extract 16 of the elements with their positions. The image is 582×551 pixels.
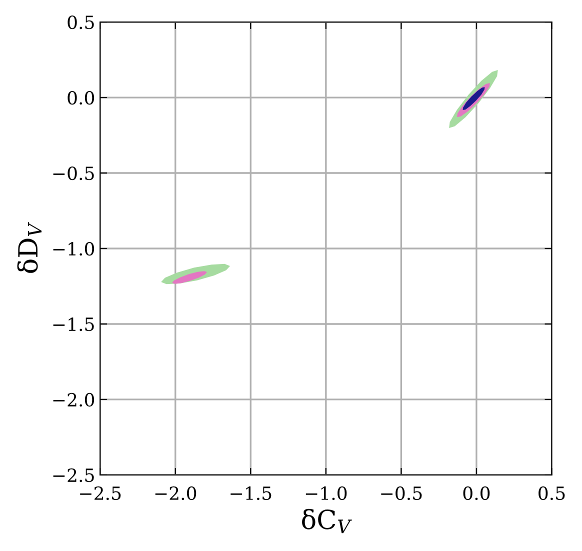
x-axis-title: δC$_{V}$: [302, 508, 352, 534]
x-tick-label: 0.0: [463, 486, 490, 500]
x-tick-label: −2.0: [155, 486, 196, 500]
x-tick-label: −0.5: [381, 486, 422, 500]
y-tick-label: 0.5: [68, 16, 94, 30]
x-tick-label: −2.5: [80, 486, 121, 500]
x-tick-label: −1.5: [230, 486, 272, 500]
y-tick-label: −2.5: [53, 468, 94, 482]
y-tick-label: −0.5: [53, 166, 94, 180]
x-tick-label: −1.0: [306, 486, 347, 500]
y-tick-label: 0.0: [68, 90, 94, 105]
y-tick-label: −1.0: [53, 242, 94, 256]
x-tick-label: 0.5: [538, 486, 565, 500]
y-tick-label: −1.5: [53, 317, 94, 332]
y-tick-label: −2.0: [53, 392, 94, 407]
y-axis-title: δD$_{V}$: [17, 222, 42, 273]
